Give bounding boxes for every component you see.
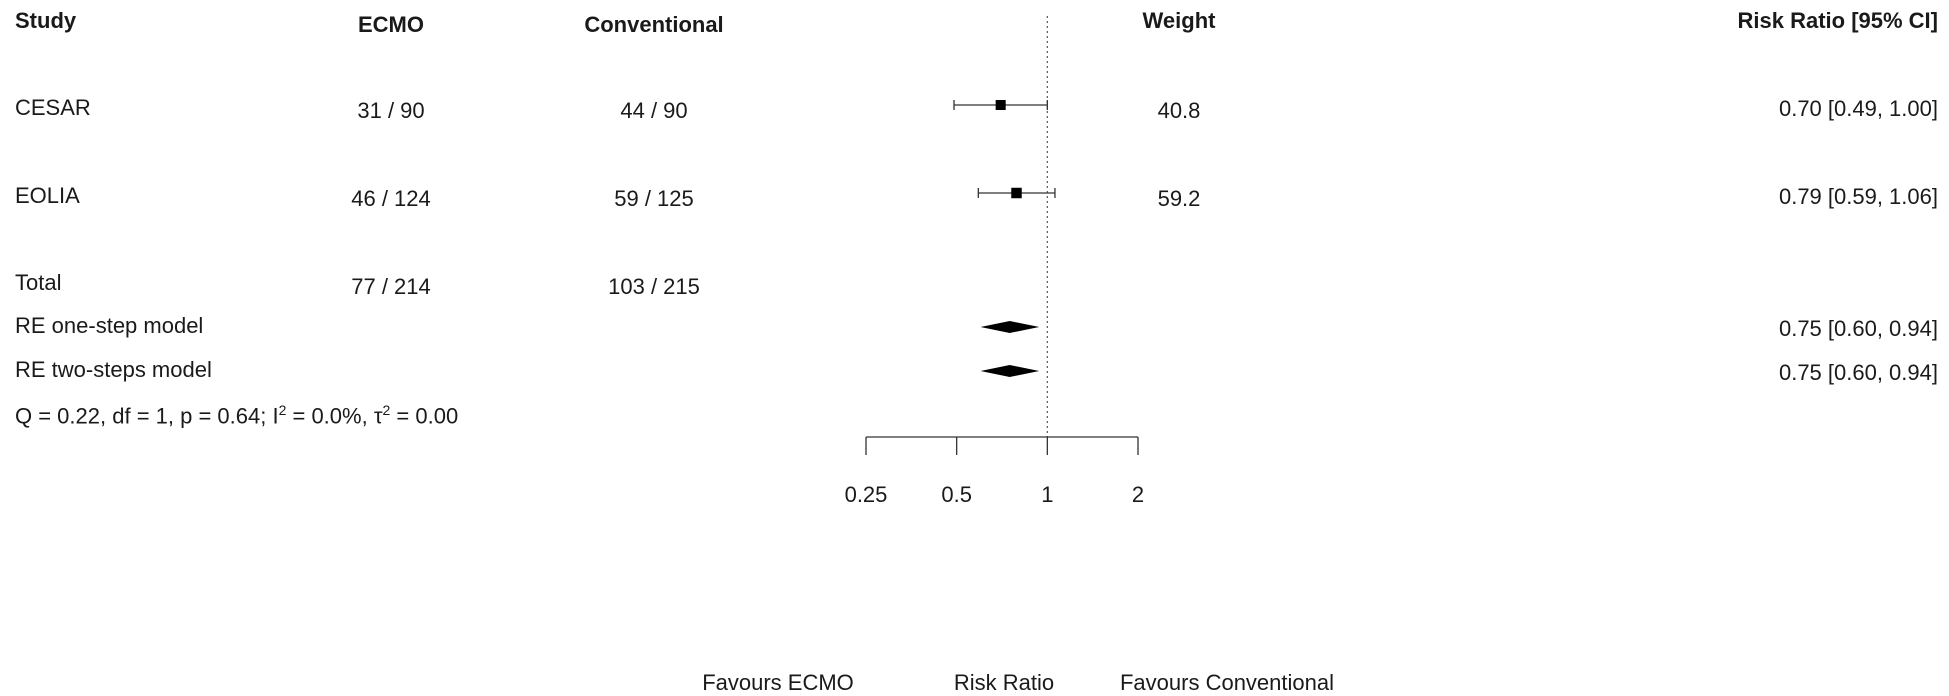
- model-label: RE one-step model: [15, 313, 204, 338]
- study-conventional-events: 59 / 125: [614, 186, 694, 211]
- heterogeneity-mid: = 0.0%, τ: [286, 403, 383, 429]
- heterogeneity-suffix: = 0.00: [390, 403, 459, 429]
- study-ecmo-events: 31 / 90: [357, 98, 425, 123]
- total-ecmo-events: 77 / 214: [351, 274, 431, 299]
- model-risk-ratio: 0.75 [0.60, 0.94]: [1778, 316, 1938, 341]
- study-name: CESAR: [15, 95, 91, 120]
- header-weight: Weight: [1142, 8, 1216, 33]
- study-point-square: [1011, 187, 1022, 199]
- model-label: RE two-steps model: [15, 357, 212, 382]
- favours-ecmo-label: Favours ECMO: [702, 670, 854, 695]
- study-risk-ratio: 0.79 [0.59, 1.06]: [1778, 184, 1938, 209]
- x-tick-label: 1: [1041, 482, 1053, 507]
- header-conventional: Conventional: [584, 12, 724, 37]
- header-ecmo: ECMO: [358, 12, 424, 37]
- x-tick-label: 0.25: [845, 482, 888, 507]
- total-conventional-events: 103 / 215: [608, 274, 700, 299]
- heterogeneity-prefix: Q = 0.22, df = 1, p = 0.64; I: [15, 403, 279, 429]
- x-tick-label: 2: [1132, 482, 1144, 507]
- header-study: Study: [15, 8, 77, 33]
- study-point-square: [995, 99, 1006, 111]
- study-name: EOLIA: [15, 183, 80, 208]
- i2-superscript: 2: [278, 402, 287, 418]
- tau-superscript: 2: [382, 402, 391, 418]
- summary-diamond: [980, 321, 1040, 333]
- favours-conventional-label: Favours Conventional: [1119, 670, 1335, 695]
- study-risk-ratio: 0.70 [0.49, 1.00]: [1778, 96, 1938, 121]
- model-risk-ratio: 0.75 [0.60, 0.94]: [1778, 360, 1938, 385]
- x-tick-label: 0.5: [941, 482, 972, 507]
- total-label: Total: [15, 270, 62, 295]
- heterogeneity-stats: Q = 0.22, df = 1, p = 0.64; I2 = 0.0%, τ…: [15, 403, 458, 427]
- study-weight: 40.8: [1157, 98, 1201, 123]
- header-risk-ratio: Risk Ratio [95% CI]: [1737, 8, 1939, 33]
- study-conventional-events: 44 / 90: [620, 98, 688, 123]
- study-ecmo-events: 46 / 124: [351, 186, 431, 211]
- summary-diamond: [980, 365, 1040, 377]
- axis-title: Risk Ratio: [953, 670, 1055, 695]
- study-weight: 59.2: [1157, 186, 1201, 211]
